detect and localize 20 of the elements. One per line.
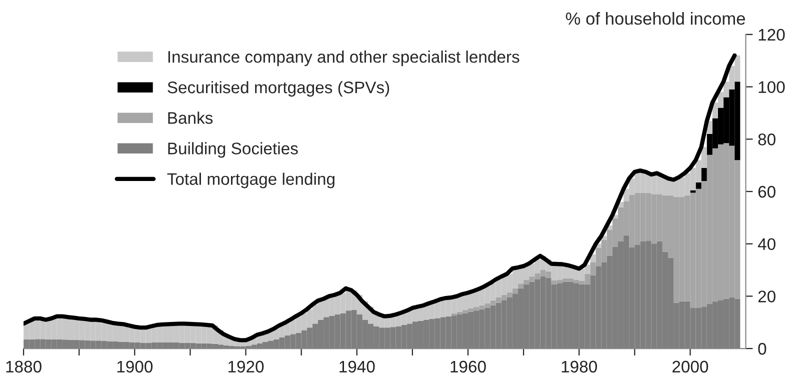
legend-label: Total mortgage lending xyxy=(167,172,334,188)
x-tick-label: 2000 xyxy=(672,360,708,373)
legend-label: Banks xyxy=(168,112,213,124)
y-tick-label: 120 xyxy=(758,28,785,41)
legend-label: Insurance company and other specialist lenders xyxy=(168,50,520,66)
y-tick-label: 20 xyxy=(758,290,776,302)
y-tick-label: 80 xyxy=(758,134,776,146)
x-tick-label: 1900 xyxy=(117,360,153,373)
y-tick-label: 40 xyxy=(758,238,776,250)
y-tick-label: 0 xyxy=(758,342,766,355)
x-tick-label: 1940 xyxy=(340,360,375,373)
x-tick-label: 1920 xyxy=(228,360,264,373)
legend-label: Securitised mortgages (SPVs) xyxy=(168,81,390,97)
x-tick-label: 1880 xyxy=(6,360,42,373)
y-axis-title: % of household income xyxy=(566,12,745,25)
y-tick-label: 100 xyxy=(758,81,785,94)
y-tick-label: 60 xyxy=(758,186,776,198)
x-tick-label: 1960 xyxy=(450,360,486,373)
x-tick-label: 1980 xyxy=(562,360,597,373)
legend-label: Building Societies xyxy=(168,142,298,158)
